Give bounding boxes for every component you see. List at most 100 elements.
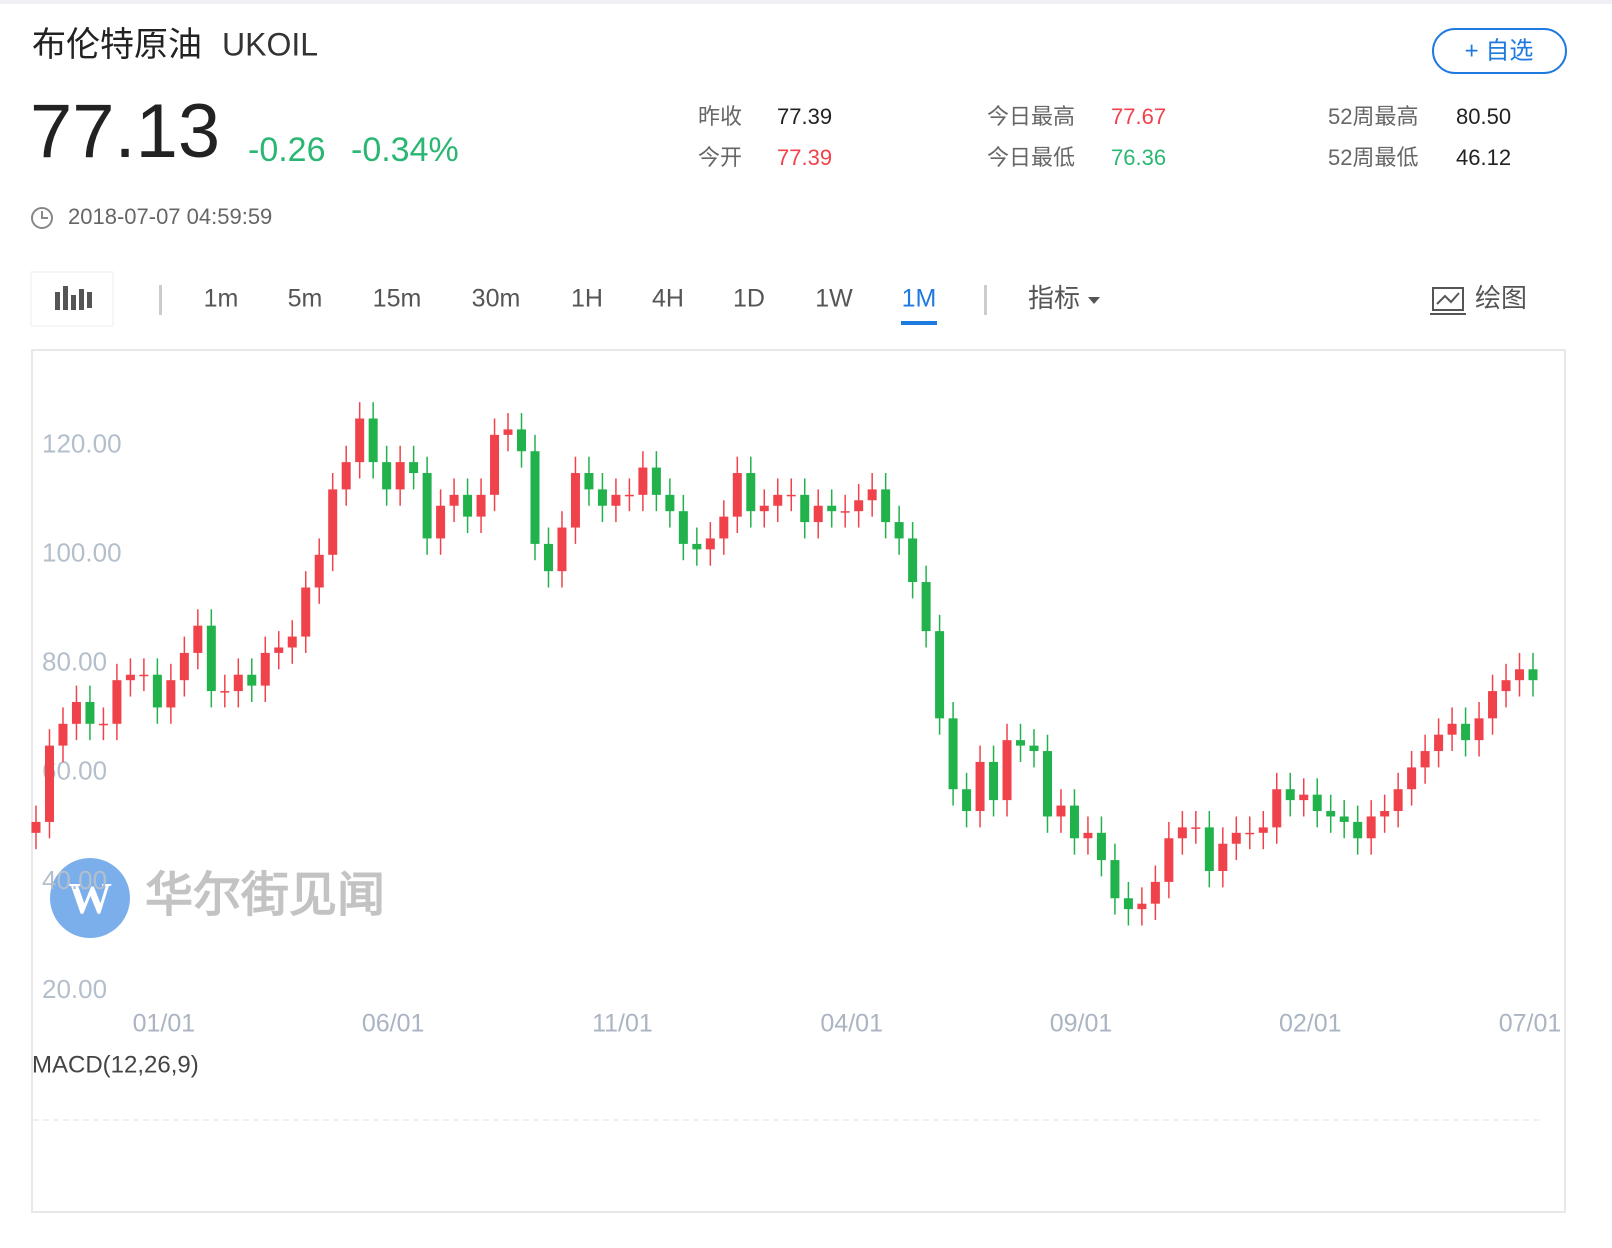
- candle-body: [395, 462, 405, 490]
- candle-body: [382, 462, 392, 490]
- candle-body: [1150, 881, 1160, 904]
- candle-body: [1056, 805, 1066, 817]
- candle-body: [1461, 723, 1471, 741]
- candle-body: [476, 494, 486, 517]
- stat-value: 77.67: [1111, 104, 1166, 129]
- period-tab[interactable]: 1D: [733, 285, 765, 313]
- candle-body: [1272, 789, 1282, 828]
- candle-body: [786, 494, 796, 497]
- period-tab[interactable]: 30m: [472, 285, 521, 313]
- period-tab[interactable]: 1H: [571, 285, 603, 313]
- candle-body: [570, 473, 580, 528]
- stat-value: 77.39: [777, 145, 832, 170]
- top-bar: [0, 0, 1612, 4]
- candle-body: [962, 789, 972, 812]
- stat-label: 52周最低: [1328, 145, 1418, 170]
- instrument-name: 布伦特原油: [32, 26, 202, 64]
- candle-body: [328, 489, 338, 555]
- y-tick-label: 20.00: [42, 974, 107, 1004]
- watch-button[interactable]: [1432, 28, 1567, 74]
- candle-body: [584, 473, 594, 490]
- candle-body: [85, 701, 95, 724]
- candle-body: [678, 511, 688, 544]
- stat-label: 今开: [698, 145, 742, 170]
- period-tab[interactable]: 4H: [652, 285, 684, 313]
- candle-body: [1393, 789, 1403, 812]
- x-tick-label: 04/01: [820, 1010, 883, 1038]
- candle-body: [1218, 843, 1228, 871]
- y-tick-label: 100.00: [42, 538, 122, 568]
- candle-body: [58, 723, 68, 746]
- candle-body: [1069, 805, 1079, 839]
- candle-body: [220, 691, 230, 693]
- draw-button[interactable]: 绘图: [1475, 283, 1527, 313]
- candle-body: [341, 462, 351, 490]
- candle-body: [139, 674, 149, 677]
- candle-body: [44, 745, 54, 822]
- candle-body: [827, 505, 837, 512]
- price-change-pct: -0.34%: [351, 131, 459, 169]
- candle-body: [881, 489, 891, 523]
- candle-body: [1231, 832, 1241, 844]
- candle-body: [1380, 811, 1390, 817]
- candle-body: [260, 652, 270, 686]
- y-tick-label: 80.00: [42, 647, 107, 677]
- draw-icon: [1432, 287, 1464, 311]
- candle-body: [1002, 740, 1012, 801]
- candle-body: [1258, 827, 1268, 833]
- period-tab[interactable]: 15m: [373, 285, 422, 313]
- period-tab[interactable]: 1m: [204, 285, 239, 313]
- candle-body: [692, 543, 702, 550]
- stat-label: 今日最低: [987, 145, 1075, 170]
- candle-body: [1204, 827, 1214, 871]
- candle-body: [1366, 816, 1376, 839]
- indicator-menu[interactable]: 指标: [1028, 283, 1080, 313]
- candle-body: [719, 516, 729, 539]
- candle-body: [71, 701, 81, 724]
- candle-body: [179, 652, 189, 681]
- candle-body: [1474, 718, 1484, 741]
- draw-icon-lines: [1430, 292, 1466, 315]
- x-tick-label: 07/01: [1499, 1010, 1562, 1038]
- candle-body: [112, 680, 122, 724]
- watch-button-label[interactable]: + 自选: [1465, 37, 1534, 64]
- candle-body: [1245, 832, 1255, 835]
- candle-body: [314, 554, 324, 588]
- candle-body: [1299, 794, 1309, 801]
- candle-body: [1407, 767, 1417, 790]
- candle-body: [490, 434, 500, 495]
- candle-body: [125, 674, 135, 681]
- candle-body: [1434, 734, 1444, 752]
- candle-body: [894, 522, 904, 539]
- instrument-symbol: UKOIL: [222, 26, 318, 62]
- period-tab[interactable]: 1M: [902, 285, 937, 313]
- chart-frame: [31, 349, 1566, 1213]
- candle-body: [368, 418, 378, 463]
- dropdown-arrow: [1088, 297, 1100, 304]
- periods: 1m 5m 15m 30m 1H 4H 1D 1W 1M: [204, 285, 937, 325]
- active-underline: [901, 321, 937, 325]
- x-tick-label: 09/01: [1050, 1010, 1113, 1038]
- candle-body: [1326, 811, 1336, 817]
- x-tick-label: 01/01: [133, 1010, 196, 1038]
- candle-body: [422, 473, 432, 539]
- candle-body: [98, 723, 108, 726]
- candle-body: [166, 680, 176, 708]
- candle-body: [206, 625, 216, 692]
- candle-body: [759, 505, 769, 512]
- stat-value: 77.39: [777, 104, 832, 129]
- y-tick-label: 120.00: [42, 429, 122, 459]
- period-tab[interactable]: 1W: [815, 285, 853, 313]
- candle-body: [1515, 669, 1525, 681]
- period-tab[interactable]: 5m: [288, 285, 323, 313]
- candle-body: [1164, 838, 1174, 882]
- candle-body: [530, 451, 540, 544]
- candle-body: [1177, 827, 1187, 839]
- candle-body: [1016, 740, 1026, 746]
- candle-body: [1123, 898, 1133, 910]
- timestamp: 2018-07-07 04:59:59: [68, 204, 272, 229]
- x-tick-label: 02/01: [1279, 1010, 1342, 1038]
- candle-body: [463, 494, 473, 517]
